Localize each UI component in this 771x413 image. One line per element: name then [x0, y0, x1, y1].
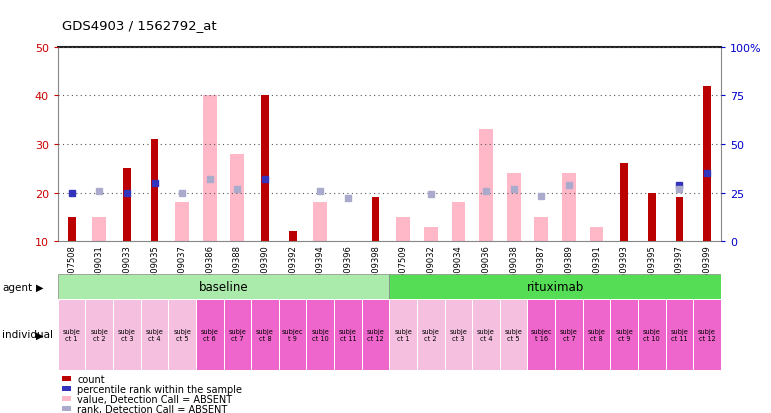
- Bar: [396, 217, 410, 242]
- Bar: [231, 154, 244, 242]
- Bar: [58, 275, 389, 299]
- Text: percentile rank within the sample: percentile rank within the sample: [77, 384, 242, 394]
- Text: subje
ct 6: subje ct 6: [200, 328, 219, 341]
- Text: subje
ct 8: subje ct 8: [588, 328, 605, 341]
- Bar: [452, 203, 466, 242]
- Text: subje
ct 12: subje ct 12: [366, 328, 385, 341]
- Bar: [590, 227, 604, 242]
- Bar: [534, 217, 548, 242]
- Text: subje
ct 2: subje ct 2: [90, 328, 108, 341]
- Bar: [251, 299, 279, 370]
- Bar: [417, 299, 445, 370]
- Bar: [306, 299, 334, 370]
- Bar: [140, 299, 168, 370]
- Bar: [313, 203, 327, 242]
- Bar: [445, 299, 472, 370]
- Bar: [123, 169, 131, 242]
- Text: value, Detection Call = ABSENT: value, Detection Call = ABSENT: [77, 394, 232, 404]
- Bar: [113, 299, 140, 370]
- Text: subje
ct 1: subje ct 1: [394, 328, 412, 341]
- Bar: [93, 217, 106, 242]
- Text: subje
ct 1: subje ct 1: [62, 328, 81, 341]
- Bar: [621, 164, 628, 242]
- Bar: [703, 86, 711, 242]
- Bar: [362, 299, 389, 370]
- Text: subje
ct 2: subje ct 2: [422, 328, 439, 341]
- Bar: [289, 232, 297, 242]
- Text: ▶: ▶: [36, 330, 44, 339]
- Text: subje
ct 10: subje ct 10: [311, 328, 329, 341]
- Text: subje
ct 5: subje ct 5: [505, 328, 523, 341]
- Text: rank, Detection Call = ABSENT: rank, Detection Call = ABSENT: [77, 404, 227, 413]
- Bar: [472, 299, 500, 370]
- Text: subje
ct 5: subje ct 5: [173, 328, 191, 341]
- Text: subje
ct 7: subje ct 7: [560, 328, 578, 341]
- Bar: [675, 198, 683, 242]
- Text: subje
ct 12: subje ct 12: [698, 328, 716, 341]
- Text: baseline: baseline: [199, 280, 248, 294]
- Bar: [648, 193, 655, 242]
- Bar: [279, 299, 306, 370]
- Bar: [693, 299, 721, 370]
- Bar: [424, 227, 438, 242]
- Text: agent: agent: [2, 282, 32, 292]
- Bar: [638, 299, 665, 370]
- Bar: [168, 299, 196, 370]
- Text: subje
ct 3: subje ct 3: [449, 328, 467, 341]
- Text: GDS4903 / 1562792_at: GDS4903 / 1562792_at: [62, 19, 217, 31]
- Text: subje
ct 10: subje ct 10: [643, 328, 661, 341]
- Bar: [175, 203, 189, 242]
- Bar: [389, 299, 417, 370]
- Bar: [334, 299, 362, 370]
- Text: ▶: ▶: [36, 282, 44, 292]
- Bar: [583, 299, 611, 370]
- Text: subjec
t 16: subjec t 16: [530, 328, 552, 341]
- Bar: [372, 198, 379, 242]
- Bar: [261, 96, 269, 242]
- Bar: [150, 140, 158, 242]
- Text: subje
ct 8: subje ct 8: [256, 328, 274, 341]
- Text: count: count: [77, 374, 105, 384]
- Text: individual: individual: [2, 330, 53, 339]
- Bar: [507, 173, 520, 242]
- Bar: [86, 299, 113, 370]
- Bar: [68, 217, 76, 242]
- Bar: [527, 299, 555, 370]
- Bar: [196, 299, 224, 370]
- Bar: [611, 299, 638, 370]
- Text: subje
ct 4: subje ct 4: [477, 328, 495, 341]
- Bar: [389, 275, 721, 299]
- Bar: [665, 299, 693, 370]
- Text: subje
ct 9: subje ct 9: [615, 328, 633, 341]
- Text: subje
ct 7: subje ct 7: [228, 328, 247, 341]
- Bar: [479, 130, 493, 242]
- Text: rituximab: rituximab: [527, 280, 584, 294]
- Text: subje
ct 4: subje ct 4: [146, 328, 163, 341]
- Bar: [58, 299, 86, 370]
- Text: subje
ct 11: subje ct 11: [671, 328, 689, 341]
- Text: subje
ct 3: subje ct 3: [118, 328, 136, 341]
- Bar: [500, 299, 527, 370]
- Bar: [203, 96, 217, 242]
- Text: subje
ct 11: subje ct 11: [339, 328, 357, 341]
- Text: subjec
t 9: subjec t 9: [282, 328, 304, 341]
- Bar: [562, 173, 576, 242]
- Bar: [224, 299, 251, 370]
- Bar: [555, 299, 583, 370]
